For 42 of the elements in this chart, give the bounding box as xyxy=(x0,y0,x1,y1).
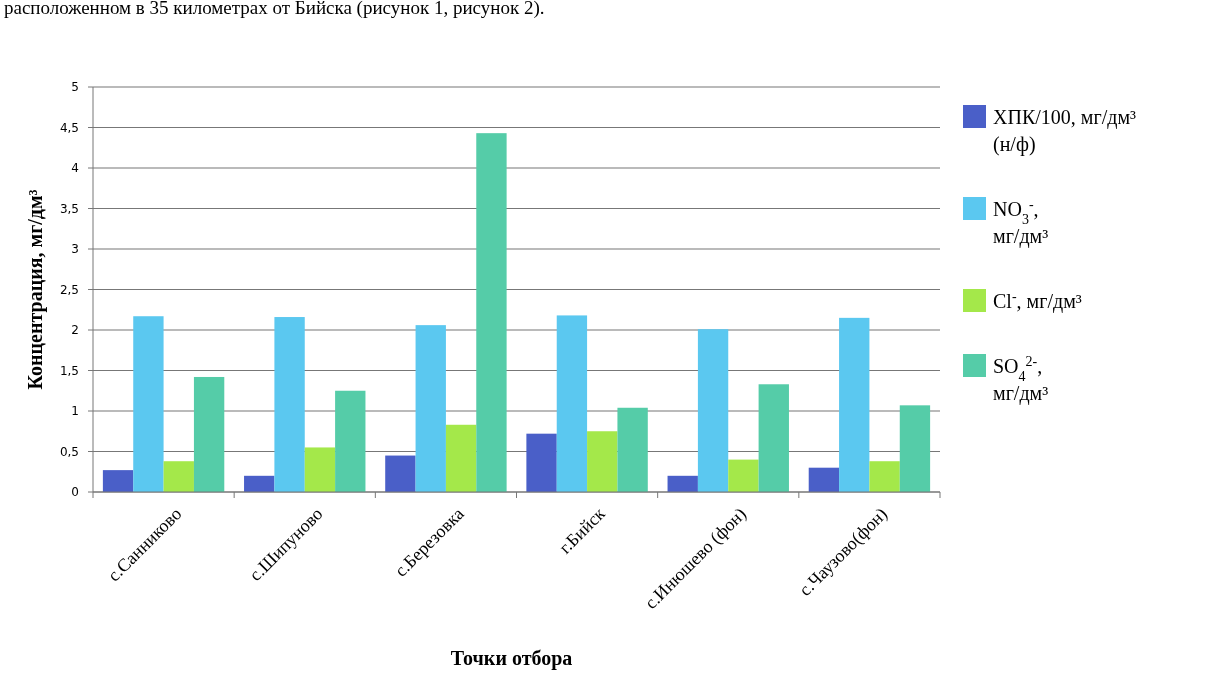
x-axis-title: Точки отбора xyxy=(450,647,573,670)
bar xyxy=(244,475,275,492)
bar xyxy=(556,315,588,492)
y-tick-label: 5 xyxy=(71,80,79,95)
bar xyxy=(839,317,870,492)
legend-label: Cl$^{-}$, мг/дм³ xyxy=(993,288,1082,313)
bar xyxy=(385,455,416,492)
bar xyxy=(808,467,840,492)
y-tick-label: 4,5 xyxy=(59,120,79,135)
bar xyxy=(526,433,557,492)
bar xyxy=(133,316,164,492)
y-axis-title: Концентрация, мг/дм³ xyxy=(24,189,47,390)
bar xyxy=(869,461,900,492)
y-tick-label: 4 xyxy=(71,161,79,176)
bar xyxy=(274,317,305,492)
bar xyxy=(415,325,446,492)
bar xyxy=(193,376,225,492)
bar xyxy=(445,424,477,492)
bar xyxy=(899,405,931,492)
bar xyxy=(304,447,336,492)
bar xyxy=(587,431,618,492)
bar xyxy=(476,133,507,492)
text: расположенном в 35 километрах от Бийска (рисунок 1, рисунок 2). xyxy=(4,0,545,19)
bar xyxy=(102,470,134,492)
y-tick-label: 1 xyxy=(71,404,79,419)
bar xyxy=(728,459,759,492)
y-tick-label: 3 xyxy=(71,242,79,257)
bar xyxy=(697,329,729,492)
y-tick-label: 0 xyxy=(71,485,79,500)
y-tick-label: 0,5 xyxy=(59,444,79,459)
legend-label: SO$_{4}$$^{2-}$, мг/дм³ xyxy=(993,353,1049,405)
legend-label: NO$_{3}$$^{-}$, мг/дм³ xyxy=(993,196,1049,248)
bar xyxy=(335,390,366,492)
y-tick-label: 1,5 xyxy=(59,363,79,378)
legend-label: ХПК/100, мг/дм³ (н/ф) xyxy=(993,106,1137,156)
y-tick-label: 2,5 xyxy=(59,282,79,297)
bar xyxy=(758,384,789,492)
y-tick-label: 3,5 xyxy=(59,201,79,216)
bar xyxy=(163,461,194,492)
bar xyxy=(667,475,698,492)
bar xyxy=(617,407,648,492)
y-tick-label: 2 xyxy=(71,323,79,338)
